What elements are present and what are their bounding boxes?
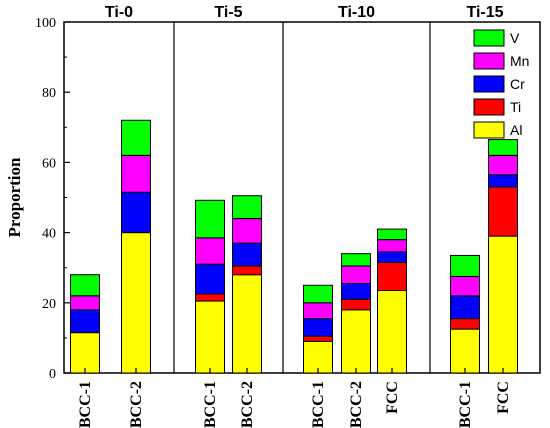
- bar-segment-mn: [341, 265, 371, 284]
- bar-segment-al: [121, 232, 151, 374]
- bar-segment-ti: [195, 293, 225, 302]
- bar-segment-ti: [341, 298, 371, 311]
- bar-segment-cr: [341, 282, 371, 300]
- bar-segment-ti: [488, 186, 518, 237]
- bar-segment-ti: [450, 318, 480, 330]
- category-label: BCC-1: [310, 381, 327, 428]
- legend: V Mn Cr Ti Al: [473, 29, 529, 139]
- bar-segment-ti: [232, 265, 262, 276]
- bar-segment-al: [70, 332, 100, 374]
- y-tick-label: 60: [42, 156, 56, 171]
- bar-segment-v: [121, 119, 151, 156]
- bar-segment-mn: [232, 218, 262, 244]
- bar-segment-mn: [121, 154, 151, 193]
- legend-swatch-al: [473, 121, 505, 139]
- group-titles: Ti-0 Ti-5 Ti-10 Ti-15: [105, 4, 504, 21]
- y-tick-label: 0: [49, 367, 56, 382]
- bar-segment-al: [341, 309, 371, 374]
- y-tick-label: 80: [42, 86, 56, 101]
- y-axis-label: Proportion: [5, 157, 24, 238]
- legend-swatch-ti: [473, 98, 505, 116]
- category-label: BCC-2: [128, 381, 145, 428]
- bar-segment-ti: [303, 335, 333, 342]
- bar-segment-cr: [303, 318, 333, 337]
- category-label: FCC: [495, 381, 512, 414]
- bar-segment-cr: [450, 295, 480, 320]
- group-title: Ti-5: [214, 4, 242, 21]
- bar-segment-mn: [450, 275, 480, 297]
- category-label: BCC-1: [202, 381, 219, 428]
- bar-segment-cr: [232, 242, 262, 267]
- bar-segment-al: [377, 290, 407, 374]
- bars-layer: [70, 119, 518, 374]
- category-label: BCC-1: [77, 381, 94, 428]
- bar-segment-mn: [70, 295, 100, 311]
- legend-swatch-mn: [473, 52, 505, 70]
- bar-segment-mn: [303, 302, 333, 320]
- group-title: Ti-0: [105, 4, 133, 21]
- bar-segment-ti: [377, 261, 407, 292]
- bar-segment-cr: [195, 263, 225, 295]
- bar-segment-v: [303, 284, 333, 304]
- y-tick-label: 20: [42, 297, 56, 312]
- bar-segment-cr: [488, 174, 518, 188]
- bar-segment-v: [195, 199, 225, 239]
- bar-segment-v: [232, 195, 262, 220]
- y-axis: 0 20 40 60 80 100: [35, 16, 504, 382]
- bar-segment-al: [195, 300, 225, 374]
- category-label: FCC: [384, 381, 401, 414]
- bar-segment-v: [377, 228, 407, 241]
- bar-segment-al: [232, 274, 262, 374]
- legend-label: V: [510, 30, 520, 46]
- legend-label: Al: [510, 122, 522, 138]
- bar-segment-v: [70, 274, 100, 297]
- bar-segment-v: [341, 253, 371, 267]
- group-title: Ti-10: [338, 4, 375, 21]
- bar-segment-v: [488, 139, 518, 156]
- bar-segment-al: [450, 328, 480, 374]
- category-label: BCC-2: [239, 381, 256, 428]
- category-label: BCC-2: [348, 381, 365, 428]
- bar-segment-cr: [70, 309, 100, 334]
- bar-segment-v: [450, 254, 480, 277]
- bar-segment-cr: [121, 191, 151, 234]
- legend-label: Mn: [510, 53, 529, 69]
- bar-segment-mn: [195, 237, 225, 265]
- legend-swatch-cr: [473, 75, 505, 93]
- y-tick-label: 40: [42, 227, 56, 242]
- legend-label: Ti: [510, 99, 521, 115]
- bar-segment-al: [488, 235, 518, 374]
- legend-swatch-v: [473, 29, 505, 47]
- bar-segment-cr: [377, 251, 407, 263]
- group-title: Ti-15: [466, 4, 503, 21]
- bar-segment-mn: [488, 154, 518, 176]
- bar-segment-mn: [377, 239, 407, 253]
- y-tick-label: 100: [35, 16, 56, 31]
- category-label: BCC-1: [457, 381, 474, 428]
- category-labels: BCC-1 BCC-2 BCC-1 BCC-2 BCC-1 BCC-2 FCC BCC-1 FC…: [77, 381, 512, 428]
- legend-label: Cr: [510, 76, 525, 92]
